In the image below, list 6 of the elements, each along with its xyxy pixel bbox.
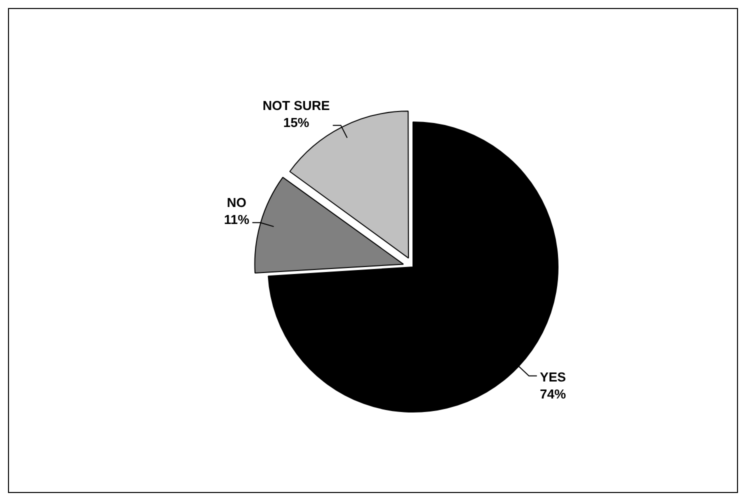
data-label: 74% xyxy=(540,386,566,402)
slice-label: NOT SURE xyxy=(262,98,330,113)
data-label: 11% xyxy=(224,212,250,228)
data-label: 15% xyxy=(283,114,310,130)
slice-label: YES xyxy=(540,369,566,384)
slice-label: NO xyxy=(226,195,246,210)
